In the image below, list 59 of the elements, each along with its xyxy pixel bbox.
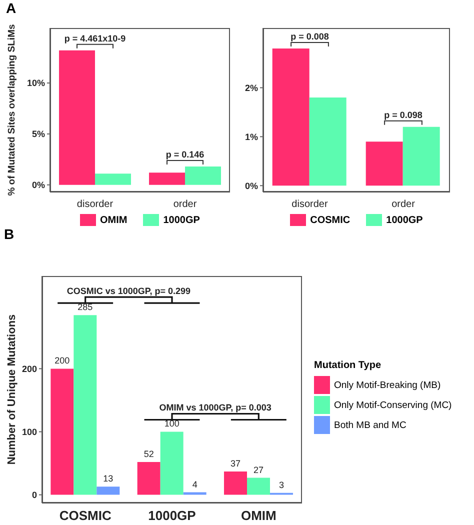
legend-label: Only Motif-Conserving (MC) [334, 400, 452, 410]
y-tick-label: 0% [32, 180, 45, 190]
legend-label: Only Motif-Breaking (MB) [334, 380, 441, 390]
bar [247, 478, 270, 495]
legend-label: OMIM [100, 214, 128, 226]
legend-label: Both MB and MC [334, 420, 406, 430]
legend-label: 1000GP [163, 214, 200, 226]
annotation: p = 0.146 [166, 150, 204, 160]
data-label: 13 [103, 474, 114, 484]
x-tick-label: order [173, 199, 198, 210]
legend-label: COSMIC [310, 214, 350, 226]
y-tick-label: 5% [32, 129, 45, 140]
legend-label: 1000GP [386, 214, 423, 226]
data-label: 37 [230, 458, 241, 468]
x-tick-label: order [392, 199, 416, 210]
legend-title: Mutation Type [314, 360, 382, 371]
bar [74, 315, 97, 495]
y-tick-label: 100 [22, 426, 37, 437]
chart-title: B [4, 226, 14, 242]
x-tick-label: OMIM [240, 508, 276, 524]
y-axis-title: % of Mutated Sites overlapping SLiMs [6, 24, 18, 196]
y-tick-label: 0 [32, 490, 37, 500]
annotation: p = 0.008 [290, 32, 329, 42]
bar [160, 432, 184, 495]
bar [149, 172, 185, 185]
bar [272, 48, 310, 186]
bar [137, 462, 160, 495]
x-tick-label: COSMIC [59, 508, 112, 524]
x-tick-label: 1000GP [148, 508, 196, 524]
bar [50, 368, 74, 495]
data-label: 3 [278, 480, 284, 490]
y-tick-label: 2% [244, 82, 258, 93]
data-label: 100 [164, 418, 180, 429]
annotation: p = 0.098 [384, 110, 422, 120]
bar [366, 142, 403, 186]
y-tick-label: 200 [22, 364, 37, 374]
x-tick-label: disorder [76, 199, 114, 210]
data-label: 285 [78, 302, 93, 312]
y-tick-label: 0% [244, 180, 258, 191]
bar [96, 486, 120, 495]
bar [183, 492, 206, 495]
y-tick-label: 1% [244, 132, 258, 142]
data-label: 27 [253, 464, 264, 475]
bar [224, 471, 247, 495]
bar [59, 50, 95, 185]
bar [402, 126, 440, 186]
annotation: p = 4.461x10-9 [64, 33, 126, 44]
bar [185, 166, 221, 185]
bar [95, 174, 131, 185]
annotation: COSMIC vs 1000GP, p= 0.299 [66, 286, 190, 296]
data-label: 200 [54, 356, 70, 366]
data-label: 4 [192, 479, 198, 490]
y-axis-title: Number of Unique Mutations [6, 314, 18, 465]
data-label: 52 [144, 449, 154, 460]
x-tick-label: disorder [292, 199, 328, 210]
chart-title: A [6, 0, 16, 16]
y-tick-label: 10% [26, 78, 45, 88]
annotation: OMIM vs 1000GP, p= 0.003 [159, 402, 272, 413]
bar [309, 98, 346, 186]
